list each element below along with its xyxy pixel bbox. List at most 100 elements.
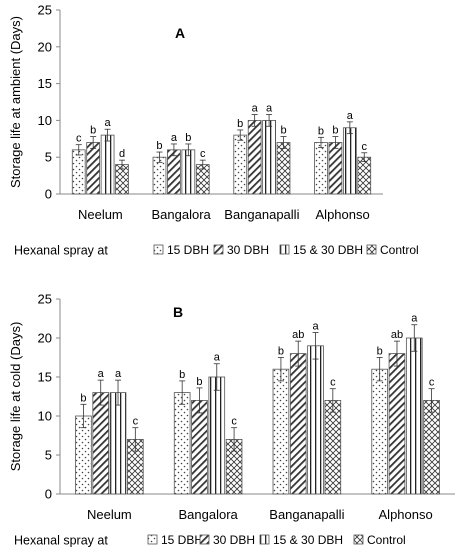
y-tick-label: 15 [38,76,52,91]
legend-swatch [147,534,158,545]
legend-entry-label: Control [380,243,419,257]
bar [314,142,328,195]
significance-letter: b [237,118,243,130]
bar [324,399,342,495]
bar [371,368,388,495]
significance-letter: b [332,125,338,137]
bar [342,127,357,195]
significance-letter: b [377,346,383,358]
legend-entry-label: 15 & 30 DBH [293,243,363,257]
bar [233,134,248,195]
x-tick-label: Banganapalli [224,207,299,222]
legend-entry-label: 15 & 30 DBH [273,533,343,547]
y-tick-label: 20 [38,39,52,54]
significance-letter: b [80,392,86,404]
legend-swatch [353,534,364,545]
legend-swatch [213,244,224,255]
x-tick-label: Alphonso [379,507,433,522]
significance-letter: ab [391,329,403,341]
legend-b: Hexanal spray at 15 DBH 30 DBH 15 & 30 DBH C… [14,533,406,548]
significance-letter: a [347,110,354,122]
bar [100,134,115,195]
bar [388,353,406,495]
y-tick-label: 5 [45,448,52,463]
significance-letter: b [90,125,96,137]
y-tick-label: 20 [38,331,52,346]
legend-swatch [199,534,210,545]
legend-entry-label: 30 DBH [227,243,269,257]
bar [307,345,324,495]
significance-letter: b [278,346,284,358]
chart-title: B [173,304,183,320]
bar [262,120,276,195]
significance-letter: c [231,416,237,428]
x-tick-label: Neelum [87,507,132,522]
y-tick-label: 10 [38,409,52,424]
significance-letter: a [105,117,112,129]
significance-letter: a [411,313,418,325]
legend-entry-label: Control [367,533,406,547]
significance-letter: c [429,377,435,389]
bar [247,120,262,195]
bar [86,142,101,195]
bar [181,149,196,195]
bar [423,399,440,495]
chart-title: A [175,25,185,41]
significance-letter: c [330,377,336,389]
y-tick-label: 0 [45,187,52,202]
significance-letter: c [362,141,368,153]
bar [276,142,291,195]
significance-letter: a [214,352,221,364]
y-tick-label: 5 [45,150,52,165]
significance-letter: d [119,148,125,160]
legend-swatch [153,244,164,255]
significance-letter: b [179,369,185,381]
significance-letter: b [318,125,324,137]
significance-letter: c [76,133,82,145]
bar [328,142,343,195]
x-tick-label: Alphonso [316,207,370,222]
legend-title: Hexanal spray at [14,244,108,258]
significance-letter: b [185,132,191,144]
y-tick-label: 25 [38,292,52,307]
significance-letter: a [266,103,273,115]
significance-letter: ab [292,329,304,341]
significance-letter: a [171,132,178,144]
y-tick-label: 15 [38,370,52,385]
bar [289,353,307,495]
y-tick-label: 25 [38,3,52,18]
bar [191,399,208,495]
significance-letter: b [196,376,202,388]
significance-letter: b [156,140,162,152]
legend-entry-label: 30 DBH [213,533,255,547]
bar [405,337,423,495]
significance-letter: a [98,368,105,380]
legend-a: Hexanal spray at 15 DBH 30 DBH 15 & 30 DBH C… [14,243,419,258]
significance-letter: a [252,103,259,115]
legend-swatch [259,534,270,545]
significance-letter: a [115,368,122,380]
x-tick-label: Neelum [78,207,123,222]
x-tick-label: Bangalora [151,207,211,222]
significance-letter: c [200,148,206,160]
legend-swatch [279,244,290,255]
bar [71,149,86,195]
bar [109,392,127,495]
bar [357,156,372,195]
significance-letter: c [133,416,139,428]
bar [167,149,181,195]
x-tick-label: Bangalora [178,507,238,522]
y-tick-label: 0 [45,487,52,502]
chart-a: 0 5 10 15 20 25 Storage life at ambient (Days)… [8,3,383,222]
bar [272,368,290,495]
legend-entry-label: 15 DBH [167,243,209,257]
y-axis-label: Storage life at ambient (Days) [8,16,23,188]
y-tick-label: 10 [38,113,52,128]
legend-swatch [366,244,377,255]
bar [173,392,191,495]
legend-title: Hexanal spray at [14,534,108,548]
y-axis-label: Storage life at cold (Days) [8,322,23,472]
significance-letter: a [312,321,319,333]
